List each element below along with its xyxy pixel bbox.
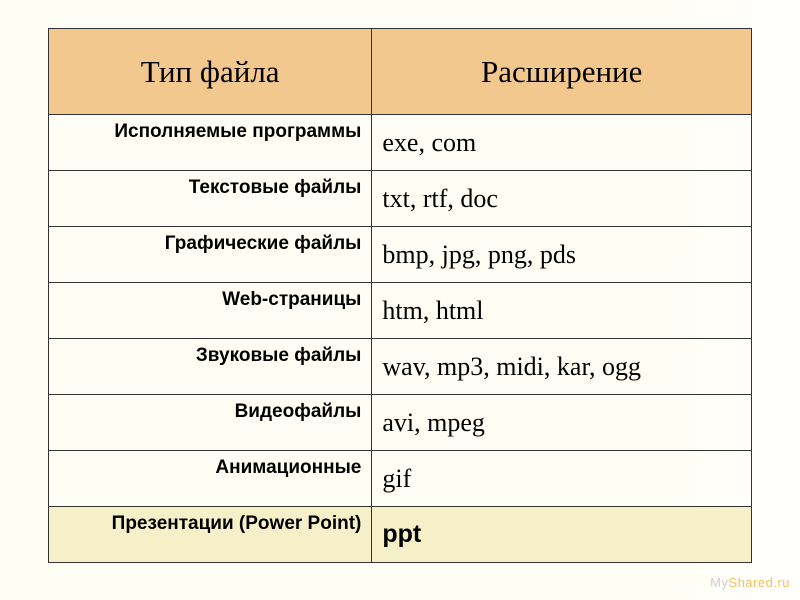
table-header-row: Тип файла Расширение xyxy=(49,29,752,115)
ext-cell: bmp, jpg, png, pds xyxy=(372,227,752,283)
table-row: Текстовые файлы txt, rtf, doc xyxy=(49,171,752,227)
header-type: Тип файла xyxy=(49,29,372,115)
table-row-highlight: Презентации (Power Point) ppt xyxy=(49,507,752,563)
table-row: Звуковые файлы wav, mp3, midi, kar, ogg xyxy=(49,339,752,395)
watermark: MyShared.ru xyxy=(710,575,790,590)
ext-cell: ppt xyxy=(372,507,752,563)
type-cell: Текстовые файлы xyxy=(49,171,372,227)
ext-cell: htm, html xyxy=(372,283,752,339)
type-cell: Web-страницы xyxy=(49,283,372,339)
type-cell: Звуковые файлы xyxy=(49,339,372,395)
table-row: Анимационные gif xyxy=(49,451,752,507)
watermark-prefix: My xyxy=(710,575,728,590)
table-row: Видеофайлы avi, mpeg xyxy=(49,395,752,451)
file-types-table: Тип файла Расширение Исполняемые програм… xyxy=(48,28,752,563)
watermark-suffix: Shared.ru xyxy=(728,575,790,590)
ext-cell: gif xyxy=(372,451,752,507)
ext-cell: avi, mpeg xyxy=(372,395,752,451)
type-cell: Видеофайлы xyxy=(49,395,372,451)
ext-cell: txt, rtf, doc xyxy=(372,171,752,227)
type-cell: Графические файлы xyxy=(49,227,372,283)
type-cell: Анимационные xyxy=(49,451,372,507)
ext-cell: wav, mp3, midi, kar, ogg xyxy=(372,339,752,395)
type-cell: Презентации (Power Point) xyxy=(49,507,372,563)
table-row: Web-страницы htm, html xyxy=(49,283,752,339)
table-row: Графические файлы bmp, jpg, png, pds xyxy=(49,227,752,283)
ext-cell: exe, com xyxy=(372,115,752,171)
table-row: Исполняемые программы exe, com xyxy=(49,115,752,171)
header-ext: Расширение xyxy=(372,29,752,115)
type-cell: Исполняемые программы xyxy=(49,115,372,171)
